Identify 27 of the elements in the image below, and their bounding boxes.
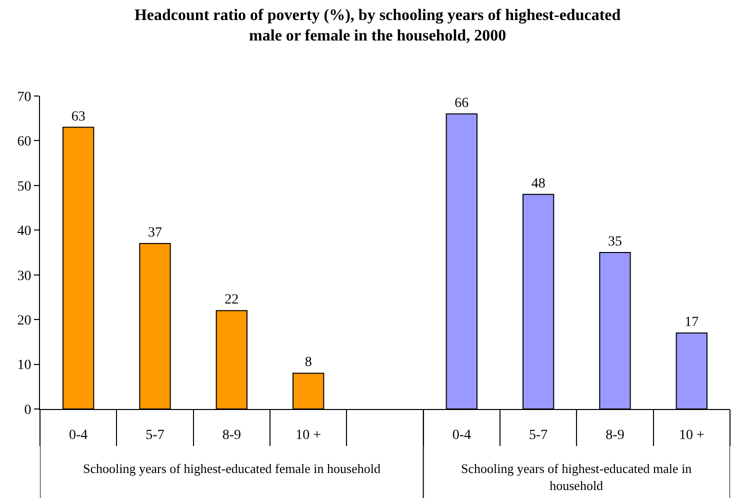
data-label: 48: [531, 176, 546, 192]
data-label: 8: [304, 355, 312, 370]
x-tick-label: 8-9: [222, 428, 242, 443]
y-tick-label: 40: [17, 224, 32, 240]
y-tick-label: 20: [17, 313, 32, 328]
x-tick-label: 0-4: [452, 428, 472, 443]
y-tick-label: 50: [17, 179, 32, 194]
data-label: 35: [608, 234, 622, 250]
text: Schooling years of highest-educated male in household: [461, 461, 692, 493]
y-tick-label: 30: [17, 268, 32, 284]
text: Schooling years of highest-educated female in household: [83, 461, 381, 476]
y-tick-label: 60: [17, 134, 32, 150]
x-tick-label: 5-7: [528, 428, 548, 443]
chart-title: Headcount ratio of poverty (%), by schooling years of highest-educated male or female in the household, 2000: [134, 6, 621, 45]
data-label: 66: [454, 96, 469, 111]
data-label: 17: [684, 314, 699, 330]
x-tick-label: 8-9: [606, 428, 624, 443]
y-tick-label: 0: [24, 402, 32, 418]
x-tick-label: 0-4: [68, 428, 88, 443]
x-tick-label: 10 +: [678, 428, 704, 443]
x-tick-label: 5-7: [146, 428, 164, 443]
y-tick-label: 70: [17, 90, 32, 105]
x-tick-label: 10 +: [296, 428, 322, 443]
data-label: 63: [71, 109, 86, 124]
data-label: 37: [148, 226, 162, 241]
data-label: 22: [224, 292, 239, 308]
y-tick-label: 10: [17, 358, 32, 374]
